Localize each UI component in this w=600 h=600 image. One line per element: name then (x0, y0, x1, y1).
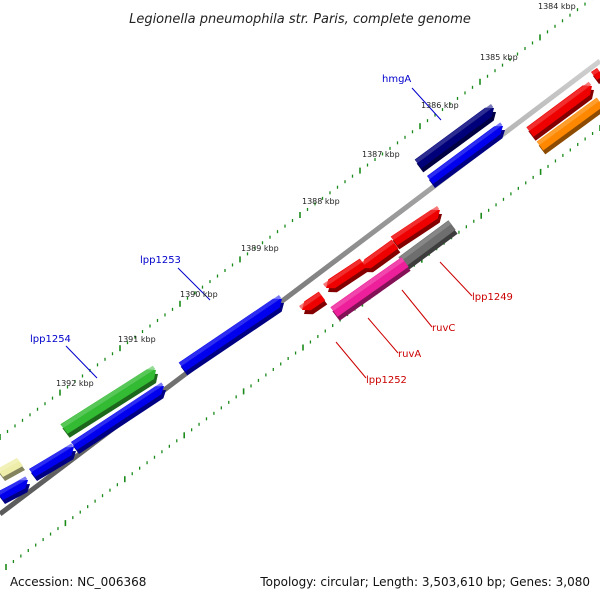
scale-labels: 1384 kbp 1385 kbp 1386 kbp 1387 kbp 1388… (56, 2, 576, 388)
outer-scale-ticks (0, 0, 594, 440)
label-leader (367, 317, 399, 354)
gene-feature-f-ruvA-pink[interactable] (330, 257, 411, 321)
leader-lines (65, 87, 473, 379)
gene-feature-f-blue-1390[interactable] (178, 295, 284, 376)
gene-feature-f-lpp1249[interactable] (398, 220, 458, 271)
gene-feature-f-lpp1254[interactable] (60, 365, 158, 438)
gene-feature-f-red-1384[interactable] (526, 81, 594, 141)
scale-label-1392: 1392 kbp (56, 379, 94, 388)
scale-label-1387: 1387 kbp (362, 150, 400, 159)
label-leader (401, 289, 433, 328)
gene-feature-f-blue-1393a[interactable] (29, 443, 76, 481)
gene-feature-f-blue-1392[interactable] (71, 382, 166, 454)
gene-label-lpp1249[interactable]: lpp1249 (472, 292, 513, 303)
gene-label-lpp1254[interactable]: lpp1254 (30, 334, 71, 345)
gene-feature-f-orange-1384[interactable] (536, 97, 600, 155)
gene-labels: hmgA lpp1253 lpp1254 lpp1249 ruvC ruvA l… (30, 74, 513, 386)
gene-feature-f-red-1388[interactable] (390, 206, 442, 250)
label-leader (439, 261, 473, 297)
inner-scale-ticks (5, 125, 600, 570)
accession-text: Accession: NC_006368 (10, 575, 146, 589)
label-leader (411, 87, 442, 121)
gene-feature-f-red-edge[interactable] (591, 68, 600, 84)
scale-label-1388: 1388 kbp (302, 197, 340, 206)
scale-label-1384: 1384 kbp (538, 2, 576, 11)
gene-feature-f-hmgA[interactable] (414, 104, 496, 173)
gene-feature-f-yellow-edge[interactable] (0, 458, 25, 481)
scale-label-1385: 1385 kbp (480, 53, 518, 62)
gene-feature-f-lpp1252[interactable] (299, 291, 328, 315)
gene-label-lpp1253[interactable]: lpp1253 (140, 255, 181, 266)
label-leader (335, 341, 367, 379)
genome-title: Legionella pneumophila str. Paris, compl… (129, 12, 471, 27)
scale-label-1390: 1390 kbp (180, 290, 218, 299)
gene-label-lpp1252[interactable]: lpp1252 (366, 375, 407, 386)
scale-label-1389: 1389 kbp (241, 244, 279, 253)
gene-feature-f-ruvC[interactable] (359, 239, 401, 273)
scale-label-1386: 1386 kbp (421, 101, 459, 110)
feature-layer (0, 68, 600, 504)
label-leader (177, 267, 211, 301)
gene-feature-f-blue-edge[interactable] (0, 476, 30, 504)
scale-label-1391: 1391 kbp (118, 335, 156, 344)
gene-label-ruvC[interactable]: ruvC (432, 323, 455, 334)
gene-feature-f-blue-1386[interactable] (427, 122, 505, 188)
gene-label-hmgA[interactable]: hmgA (382, 74, 411, 85)
label-leader (65, 345, 98, 379)
gene-feature-f-ruvA[interactable] (323, 258, 369, 293)
topology-summary: Topology: circular; Length: 3,503,610 bp… (259, 575, 590, 589)
gene-label-ruvA[interactable]: ruvA (398, 349, 421, 360)
